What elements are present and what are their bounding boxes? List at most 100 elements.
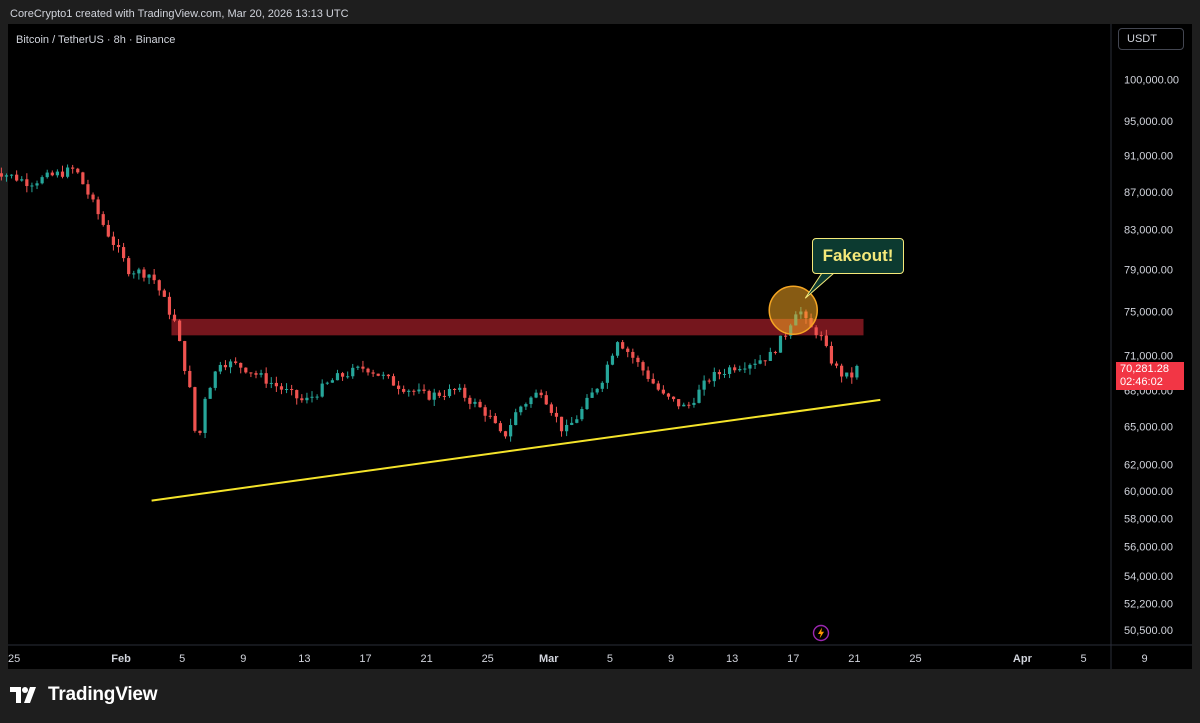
- candle: [636, 355, 640, 367]
- candle: [524, 402, 528, 410]
- candle: [386, 374, 390, 379]
- candle: [452, 388, 457, 395]
- time-tick-label: 5: [1080, 653, 1086, 665]
- candle: [519, 405, 523, 416]
- candle: [417, 383, 421, 394]
- candle-body: [188, 370, 192, 388]
- footer-bar: [0, 675, 1200, 723]
- candle: [274, 376, 278, 392]
- candle: [366, 367, 370, 376]
- candle: [376, 373, 380, 377]
- time-tick-label: Apr: [1013, 653, 1033, 665]
- candle: [4, 173, 9, 182]
- candle-body: [509, 425, 513, 437]
- candle-body: [850, 372, 854, 378]
- candle: [677, 399, 681, 410]
- candle: [753, 359, 757, 370]
- price-chart[interactable]: 100,000.00 95,000.00 91,000.00 87,000.00 83,…: [0, 0, 1200, 675]
- candle: [198, 430, 202, 436]
- candle-body: [549, 404, 553, 413]
- candle-body: [290, 388, 294, 391]
- candle: [824, 329, 828, 348]
- candle-body: [442, 395, 447, 397]
- candle-body: [335, 373, 340, 381]
- candle-body: [121, 247, 126, 259]
- candle: [101, 211, 105, 227]
- candle: [727, 365, 732, 379]
- lightning-icon[interactable]: [812, 624, 830, 642]
- candle-body: [20, 179, 24, 181]
- candle-body: [590, 392, 594, 398]
- candle: [228, 359, 233, 374]
- candle-body: [738, 368, 742, 371]
- candle-body: [228, 361, 233, 368]
- candle: [585, 394, 589, 410]
- candle-body: [178, 320, 182, 342]
- candle: [600, 381, 604, 393]
- candle: [15, 170, 19, 182]
- candle: [845, 372, 849, 379]
- candle-body: [493, 415, 497, 424]
- symbol-legend[interactable]: Bitcoin / TetherUS · 8h · Binance: [16, 34, 176, 46]
- candle-body: [60, 171, 65, 177]
- candle-body: [554, 412, 559, 417]
- candle: [188, 365, 192, 389]
- candle-body: [25, 179, 29, 187]
- candle: [712, 367, 716, 387]
- candle: [167, 292, 172, 320]
- candle-body: [407, 390, 411, 392]
- candle-body: [254, 373, 258, 375]
- candle-body: [722, 373, 727, 375]
- candle-body: [697, 389, 701, 403]
- candle: [71, 164, 75, 174]
- candle: [687, 401, 691, 409]
- candle-body: [402, 388, 406, 392]
- candle: [595, 388, 599, 395]
- candle-body: [514, 412, 518, 426]
- candle-body: [503, 431, 508, 437]
- candle: [391, 373, 396, 386]
- candle-body: [386, 374, 390, 377]
- price-tick-label: 52,200.00: [1124, 598, 1173, 610]
- candle: [621, 340, 625, 350]
- fakeout-annotation[interactable]: Fakeout!: [812, 238, 904, 274]
- price-tick-label: 71,000.00: [1124, 351, 1173, 363]
- candle: [814, 325, 818, 339]
- candle-body: [361, 366, 365, 369]
- price-tick-label: 91,000.00: [1124, 151, 1173, 163]
- candle-body: [529, 397, 533, 405]
- candle-body: [656, 383, 660, 390]
- time-tick-label: 5: [179, 653, 185, 665]
- candle: [137, 267, 141, 280]
- currency-button[interactable]: USDT: [1118, 28, 1184, 50]
- candle-body: [427, 390, 431, 400]
- candle: [427, 389, 431, 401]
- candle-body: [712, 372, 716, 382]
- price-tick-label: 100,000.00: [1124, 75, 1179, 87]
- candle-body: [167, 296, 172, 315]
- candle-body: [519, 406, 523, 413]
- candle: [269, 377, 273, 389]
- candle: [86, 179, 90, 199]
- candle: [748, 363, 752, 375]
- candle-body: [111, 236, 116, 245]
- candle-body: [371, 372, 375, 374]
- tradingview-logo[interactable]: TradingView: [10, 684, 158, 706]
- candle-body: [45, 172, 49, 178]
- candle: [381, 371, 385, 380]
- candle: [840, 363, 844, 383]
- candle-body: [458, 387, 462, 390]
- candle-body: [142, 269, 146, 278]
- candle-body: [687, 404, 691, 406]
- candle: [503, 430, 508, 439]
- candle: [157, 279, 161, 296]
- candle: [498, 420, 503, 433]
- candle: [738, 365, 742, 372]
- time-tick-label: 17: [359, 653, 371, 665]
- candle: [325, 381, 329, 385]
- candle: [279, 383, 284, 395]
- candle-body: [819, 335, 823, 337]
- candle: [773, 350, 778, 355]
- candle-body: [488, 415, 492, 417]
- candle-body: [30, 185, 34, 187]
